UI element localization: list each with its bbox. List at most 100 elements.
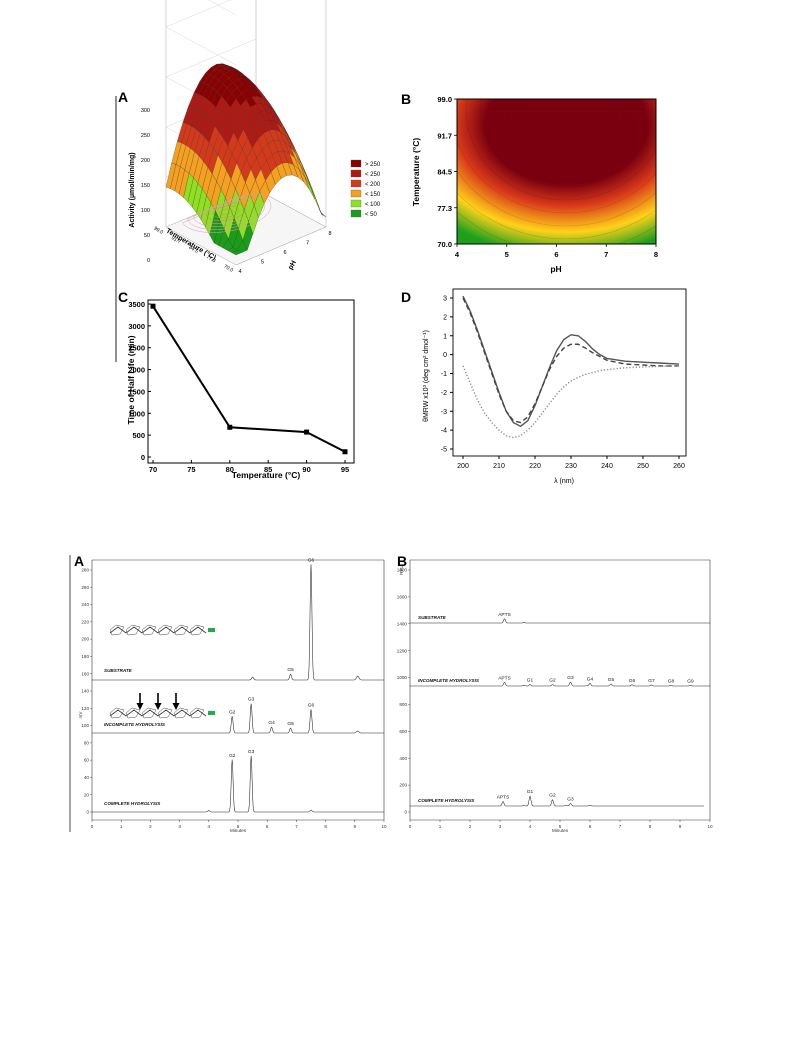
panel-a-surface-cell: [252, 139, 263, 159]
panel-a-surface-cell: [234, 105, 245, 122]
panel-b-y-tick-label: 91.7: [437, 131, 452, 140]
panel-a-letter: A: [118, 89, 128, 105]
panel-b-x-tick-label: 5: [505, 250, 509, 259]
panel-b-x-tick-label: 8: [654, 250, 658, 259]
panel-d-y-tick-label: 3: [443, 296, 447, 303]
panel-a-surface-cell: [233, 70, 244, 80]
panel-c-frame: [147, 299, 355, 464]
panel-a-surface-cell: [250, 103, 261, 116]
lower-a-y-tick-label: 80: [84, 740, 90, 745]
glucose-ring-drawing: [109, 707, 125, 719]
glucose-ring-drawing: [141, 624, 157, 636]
panel-a-surface-cell: [237, 71, 248, 82]
panel-a-surface-cell: [210, 180, 222, 212]
panel-a-surface-cell: [205, 102, 217, 122]
panel-b-y-tick-label: 84.5: [437, 168, 452, 177]
panel-a-surface-cell: [288, 135, 299, 158]
lower-a-y-tick-label: 60: [84, 758, 90, 763]
lower-a-y-tick-label: 120: [81, 706, 89, 711]
lower-a-x-tick-label: 7: [295, 824, 298, 829]
panel-a-surface-cell: [232, 78, 244, 88]
panel-a-surface-cell: [210, 107, 221, 127]
panel-b-x-tick-label: 6: [554, 250, 558, 259]
lower-b-y-tick-label: 1000: [397, 675, 408, 680]
panel-a-legend-label: < 250: [365, 172, 381, 178]
panel-a-surface-cell: [258, 91, 269, 104]
panel-a-temp-tick-label: 70.0: [223, 264, 235, 274]
panel-a-surface-cell: [208, 76, 219, 89]
panel-a-surface-cell: [261, 103, 272, 114]
panel-a-surface-cell: [282, 162, 293, 176]
lower-a-y-tick-label: 0: [86, 810, 89, 815]
panel-a-surface-cell: [272, 151, 283, 167]
panel-d-y-axis-label: θMRW x10³ (deg cm² dmol⁻¹): [423, 330, 430, 422]
lower-a-y-tick-label: 240: [81, 602, 89, 607]
lower-a-x-tick-label: 1: [120, 824, 123, 829]
panel-a-surface-cell: [242, 221, 254, 251]
panel-a-surface-cell: [289, 140, 300, 164]
panel-a-temp-tick-label: 99.0: [153, 226, 165, 236]
lower-b-peak-label: G6: [629, 678, 636, 684]
lower-b-trace-line: [410, 618, 710, 624]
lower-a-x-tick-label: 2: [149, 824, 152, 829]
panel-a-surface-cell: [248, 88, 260, 105]
panel-a-surface-cell: [228, 74, 239, 83]
panel-b-x-axis-label: pH: [550, 264, 561, 274]
lower-a-peak-label: G6: [308, 702, 315, 708]
lower-a-x-tick-label: 4: [208, 824, 211, 829]
panel-a-temp-ticks: 70.0 77.3 84.5 91.7 99.0: [153, 226, 235, 274]
panel-a-surface-cell: [249, 80, 260, 91]
panel-c-axes: 70 75 80 85 90 95 0 500 1000 1500 2000 2500 3000 3500: [128, 299, 355, 474]
panel-a-surface-cell: [267, 140, 279, 155]
panel-a-surface-cell: [256, 88, 267, 103]
panel-a-surface-cell: [205, 67, 216, 75]
panel-c-y-tick-label: 3500: [128, 300, 145, 309]
panel-a-surface-cell: [276, 162, 287, 179]
panel-a-surface-cell: [260, 160, 272, 181]
panel-a-surface-cell: [262, 143, 273, 161]
lower-b-y-tick-label: 600: [399, 729, 407, 734]
panel-d-y-tick-label: 1: [443, 333, 447, 340]
panel-a-surface-cell: [200, 195, 212, 228]
lower-b-peak-label: G9: [687, 679, 694, 685]
panel-a-surface-cell: [250, 157, 262, 181]
panel-a-surface-cell: [181, 123, 192, 146]
panel-a-surface-cell: [243, 120, 254, 139]
panel-c-x-tick-label: 90: [302, 465, 310, 474]
lower-a-trace-line: [92, 703, 384, 734]
panel-a-surface-cell: [213, 131, 224, 156]
panel-c-x-tick-label: 80: [226, 465, 234, 474]
panel-c-y-tick-label: 2000: [128, 366, 145, 375]
panel-a-wall-grid: [207, 0, 237, 16]
lower-b-peak-label: APTS: [497, 794, 510, 800]
lower-a-x-tick-label: 0: [91, 824, 94, 829]
panel-a-surface-cell: [274, 129, 285, 143]
panel-a-surface-cell: [228, 113, 240, 133]
panel-a-surface-cell: [222, 77, 234, 89]
panel-a-z-tick-label: 100: [141, 208, 150, 214]
panel-a-surface-cell: [269, 103, 280, 121]
lower-b-y-tick-label: 1200: [397, 648, 408, 653]
lower-a-y-tick-label: 180: [81, 654, 89, 659]
panel-a-surface-cell: [272, 115, 283, 136]
panel-a-surface-cell: [252, 84, 263, 99]
panel-a-surface-cell: [192, 93, 204, 111]
panel-a-surface-cell: [285, 132, 296, 156]
panel-a-surface-cell: [227, 82, 238, 94]
panel-a-surface-cell: [245, 96, 257, 108]
panel-a-surface-cell: [230, 162, 242, 190]
panel-c-point: [227, 424, 233, 430]
panel-a-surface-cell: [253, 191, 265, 218]
panel-a-surface-cell: [250, 100, 261, 118]
panel-a-surface-cell: [226, 247, 238, 253]
panel-a-surface-cell: [228, 217, 239, 249]
panel-a-temp-tick-label: 77.3: [205, 254, 217, 264]
panel-d-y-tick-label: 0: [443, 352, 447, 359]
fluorophore-tag-marker: [208, 628, 215, 632]
panel-d-y-tick-label: 2: [443, 314, 447, 321]
lower-a-peak-label: G3: [248, 697, 255, 703]
lower-a-trace-line: [92, 755, 384, 813]
panel-a-legend-swatch: [350, 179, 362, 188]
lower-b-peak-label: G4: [587, 676, 594, 682]
lower-b-y-tick-label: 1400: [397, 621, 408, 626]
